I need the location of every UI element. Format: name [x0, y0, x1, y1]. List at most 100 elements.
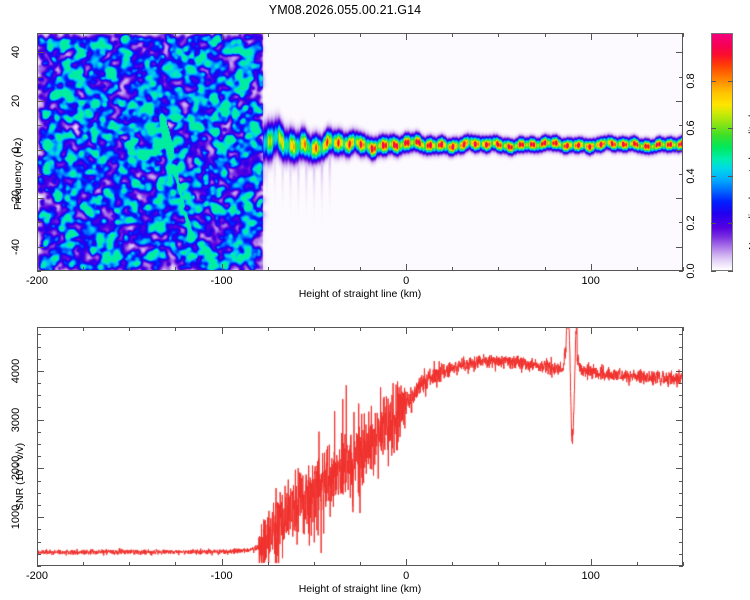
- axis-tick: [175, 327, 176, 331]
- axis-tick: [360, 327, 361, 331]
- axis-tick: [676, 101, 683, 102]
- axis-tick: [129, 267, 130, 271]
- axis-tick: [679, 334, 683, 335]
- axis-tick: [637, 327, 638, 331]
- axis-tick-label: 100: [581, 275, 600, 287]
- snr-trace: [38, 328, 682, 565]
- axis-tick: [452, 327, 453, 331]
- axis-tick-label: 3000: [10, 407, 22, 432]
- axis-tick: [360, 562, 361, 566]
- axis-tick: [679, 174, 683, 175]
- axis-tick: [83, 327, 84, 331]
- axis-tick: [679, 77, 683, 78]
- axis-tick: [268, 33, 269, 37]
- axis-tick: [406, 264, 407, 271]
- axis-tick: [452, 33, 453, 37]
- axis-tick: [268, 562, 269, 566]
- axis-tick: [314, 33, 315, 37]
- axis-tick: [545, 267, 546, 271]
- axis-tick: [314, 562, 315, 566]
- colorbar-tick-label: 0.4: [685, 168, 697, 184]
- axis-tick: [679, 347, 683, 348]
- axis-tick: [37, 101, 44, 102]
- axis-tick: [37, 554, 41, 555]
- axis-tick: [676, 247, 683, 248]
- axis-tick-label: 100: [581, 570, 600, 582]
- spectrogram-panel: [37, 33, 683, 271]
- axis-tick: [679, 432, 683, 433]
- axis-tick: [37, 505, 41, 506]
- axis-tick: [679, 456, 683, 457]
- page-title: YM08.2026.055.00.21.G14: [268, 3, 422, 17]
- axis-tick: [222, 33, 223, 40]
- axis-tick: [37, 407, 41, 408]
- axis-tick: [637, 33, 638, 37]
- axis-tick: [679, 554, 683, 555]
- axis-tick: [676, 52, 683, 53]
- axis-tick: [545, 33, 546, 37]
- axis-tick: [728, 271, 733, 272]
- axis-tick: [37, 371, 44, 372]
- axis-tick: [83, 267, 84, 271]
- axis-tick: [37, 222, 41, 223]
- snr-y-axis-title: SNR (10 * v/v): [14, 442, 26, 510]
- axis-tick: [37, 247, 44, 248]
- axis-tick: [37, 395, 41, 396]
- axis-tick: [498, 267, 499, 271]
- axis-tick: [679, 125, 683, 126]
- axis-tick: [679, 359, 683, 360]
- axis-tick: [37, 493, 41, 494]
- axis-tick: [37, 327, 38, 334]
- axis-tick-label: 0: [403, 570, 410, 582]
- axis-tick: [683, 33, 684, 37]
- axis-tick: [268, 327, 269, 331]
- axis-tick: [129, 33, 130, 37]
- axis-tick: [679, 481, 683, 482]
- axis-tick: [175, 33, 176, 37]
- axis-tick: [37, 359, 41, 360]
- axis-tick: [728, 223, 733, 224]
- axis-tick: [679, 271, 683, 272]
- colorbar-tick-label: 0.8: [685, 72, 697, 89]
- axis-tick: [37, 174, 41, 175]
- axis-tick: [711, 176, 716, 177]
- axis-tick: [545, 562, 546, 566]
- snr-panel: [37, 327, 683, 566]
- axis-tick-label: -100: [210, 570, 233, 582]
- axis-tick: [711, 271, 716, 272]
- axis-tick: [728, 128, 733, 129]
- axis-tick: [676, 517, 683, 518]
- axis-tick: [679, 222, 683, 223]
- axis-tick: [222, 559, 223, 566]
- axis-tick: [591, 327, 592, 334]
- axis-tick: [452, 562, 453, 566]
- axis-tick: [360, 33, 361, 37]
- axis-tick: [37, 198, 44, 199]
- axis-tick: [175, 562, 176, 566]
- axis-tick: [37, 264, 38, 271]
- axis-tick: [683, 267, 684, 271]
- axis-tick: [679, 493, 683, 494]
- axis-tick: [37, 566, 41, 567]
- axis-tick: [37, 271, 41, 272]
- axis-tick: [679, 566, 683, 567]
- axis-tick: [37, 77, 41, 78]
- axis-tick-label: -200: [25, 275, 49, 287]
- axis-tick: [679, 529, 683, 530]
- axis-tick: [711, 128, 716, 129]
- axis-tick: [637, 562, 638, 566]
- axis-tick: [683, 562, 684, 566]
- snr-x-axis-title: Height of straight line (km): [298, 583, 422, 595]
- axis-tick: [37, 468, 44, 469]
- axis-tick: [728, 176, 733, 177]
- axis-tick: [268, 267, 269, 271]
- axis-tick-label: -200: [25, 570, 49, 582]
- colorbar-tick-label: 0.2: [685, 215, 697, 232]
- axis-tick: [37, 559, 38, 566]
- axis-tick-label: 20: [10, 94, 22, 108]
- axis-tick: [37, 444, 41, 445]
- axis-tick: [37, 542, 41, 543]
- axis-tick: [37, 383, 41, 384]
- axis-tick: [679, 542, 683, 543]
- axis-tick: [676, 420, 683, 421]
